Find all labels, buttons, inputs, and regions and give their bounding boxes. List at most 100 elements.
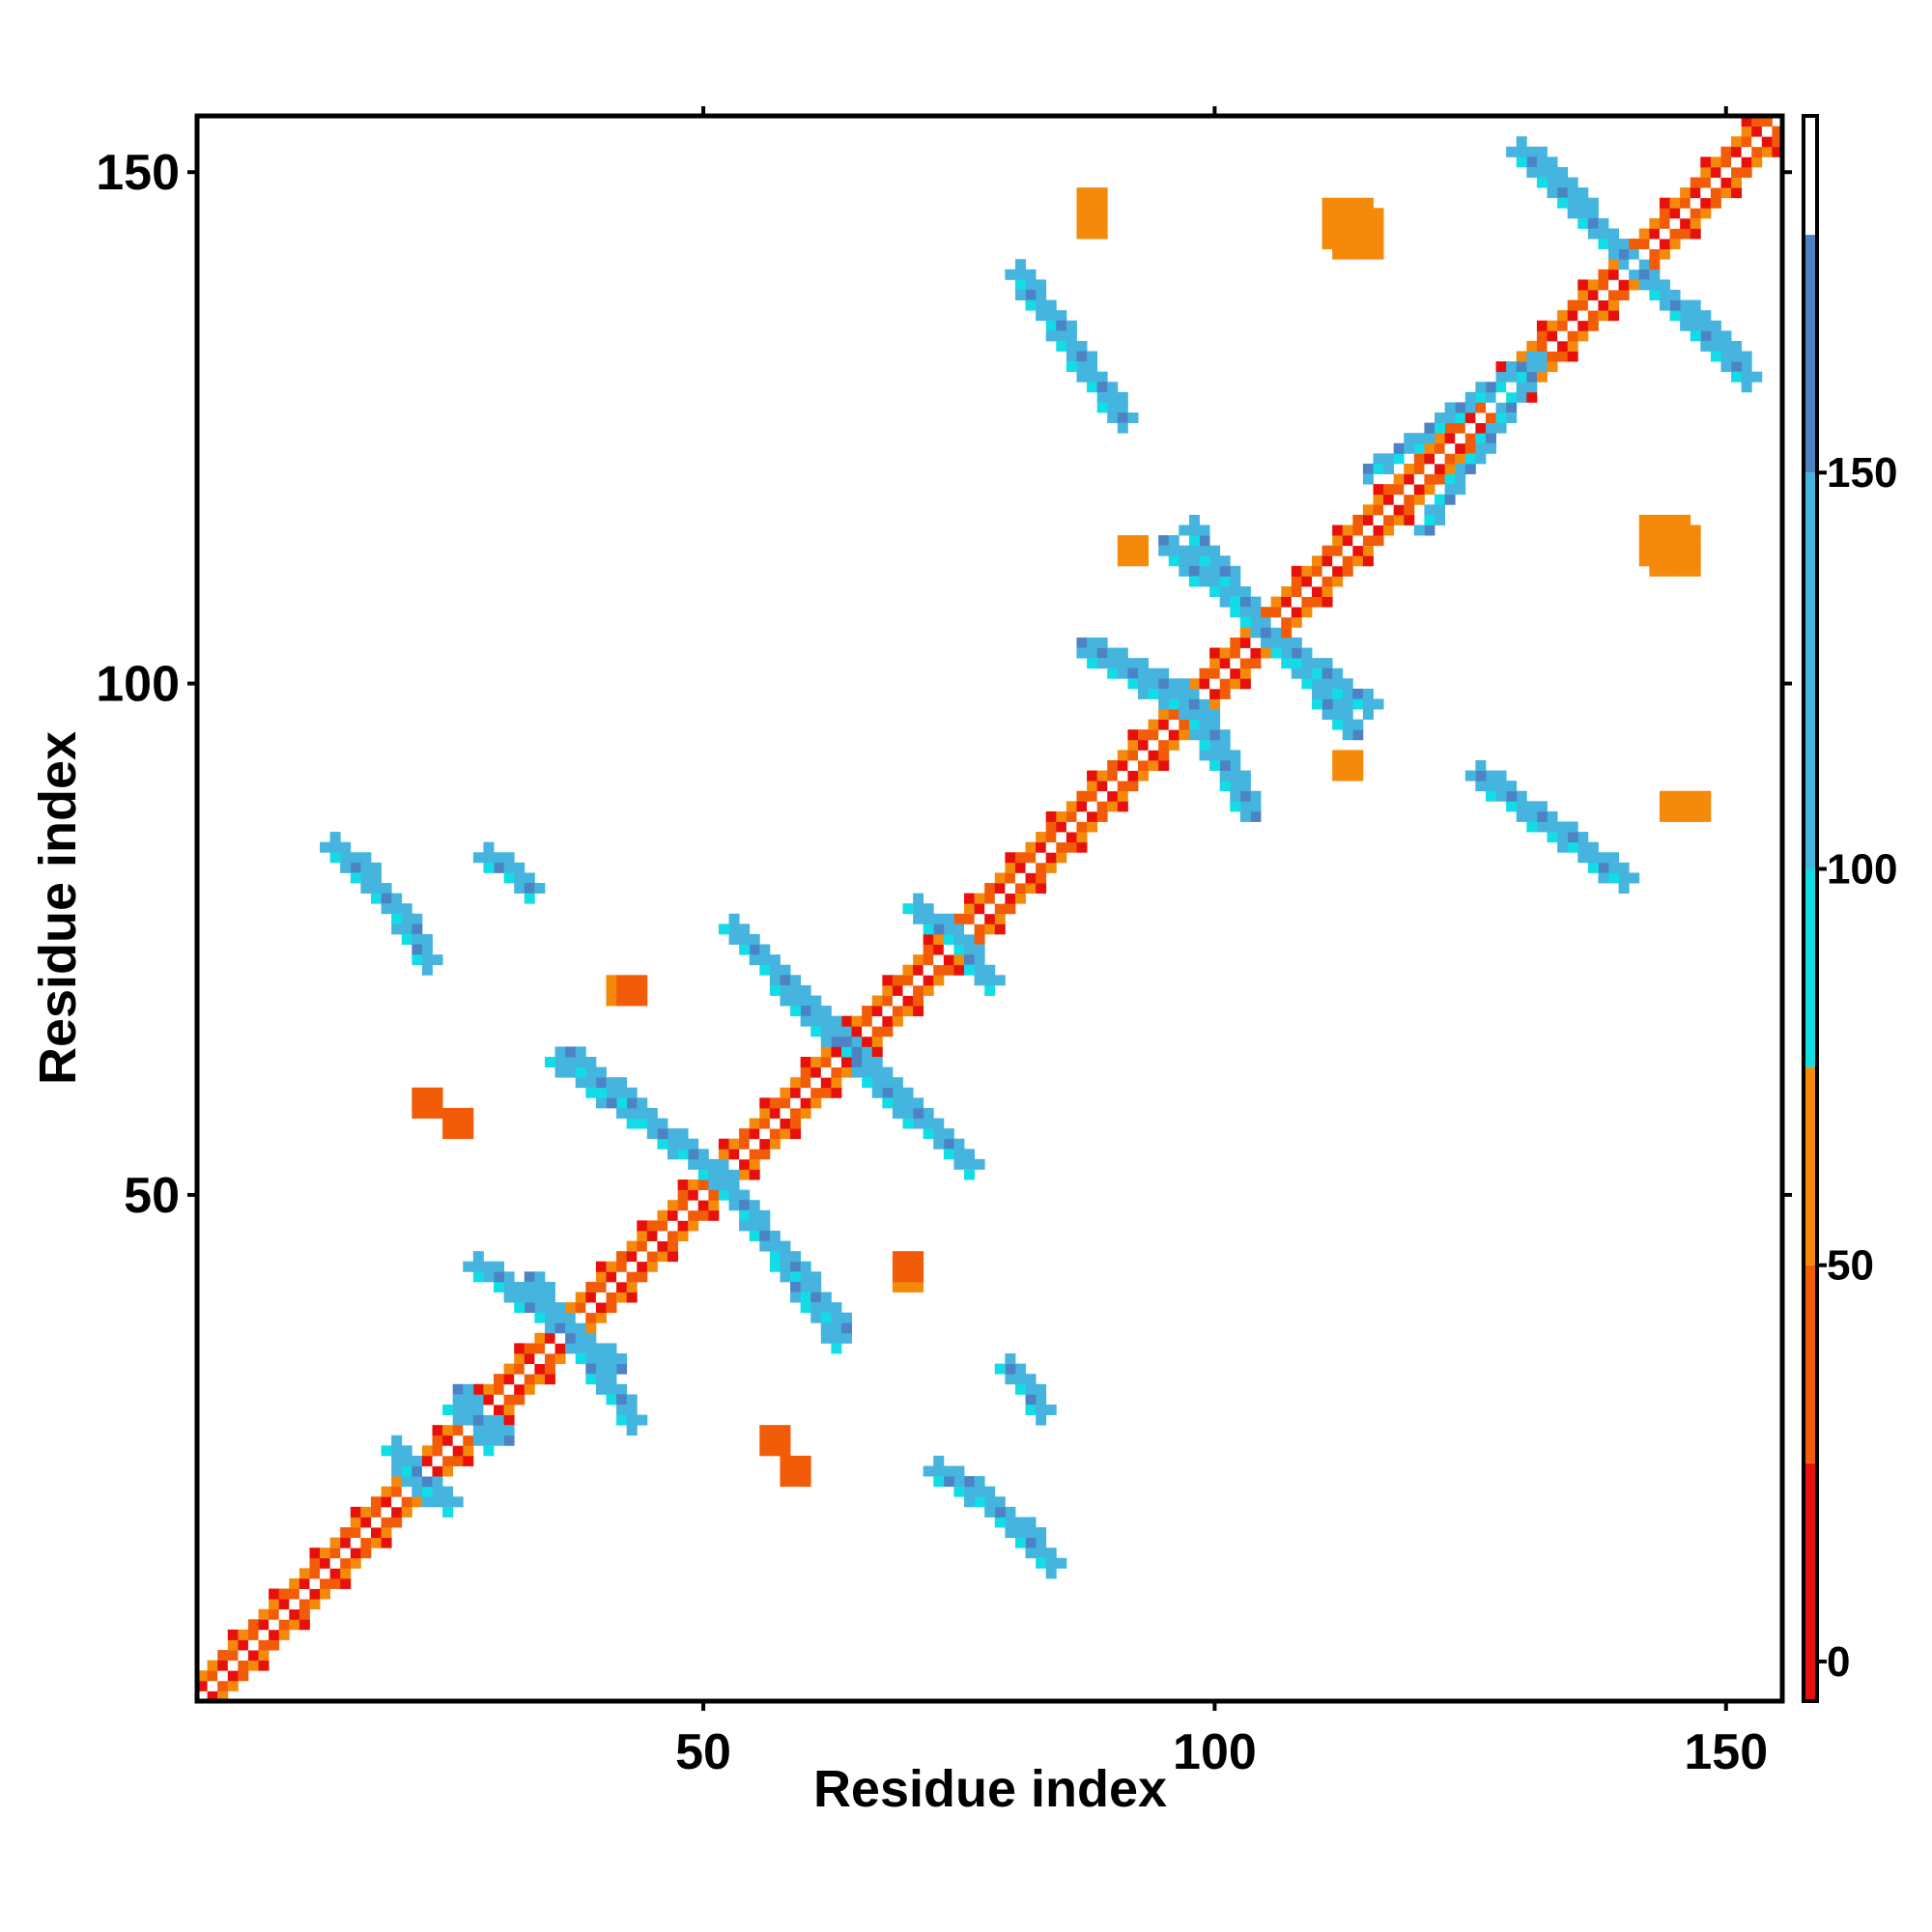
heatmap-cell (953, 964, 965, 976)
heatmap-cell (933, 1455, 945, 1466)
heatmap-cell (1404, 504, 1415, 516)
heatmap-cell (1587, 197, 1599, 209)
heatmap-cell (1332, 576, 1344, 587)
heatmap-cell (1669, 565, 1681, 577)
heatmap-cell (708, 1209, 720, 1221)
heatmap-cell (494, 1374, 505, 1385)
heatmap-cell (780, 995, 791, 1007)
heatmap-cell (1659, 197, 1670, 209)
heatmap-cell (697, 1209, 709, 1221)
heatmap-cell (984, 964, 996, 976)
heatmap-cell (1526, 146, 1538, 157)
heatmap-cell (1138, 729, 1149, 741)
heatmap-cell (697, 1200, 709, 1211)
heatmap-cell (340, 841, 352, 853)
heatmap-cell (1332, 678, 1344, 690)
heatmap-cell (739, 944, 751, 955)
y-tick-label: 150 (96, 145, 180, 201)
heatmap-cell (401, 1455, 412, 1466)
heatmap-cell (790, 995, 802, 1007)
heatmap-cell (1731, 351, 1743, 362)
heatmap-cell (1219, 770, 1231, 781)
heatmap-cell (892, 1087, 903, 1098)
heatmap-cell (902, 984, 914, 996)
heatmap-cell (1577, 208, 1589, 219)
heatmap-cell (309, 1588, 321, 1600)
heatmap-cell (238, 1629, 249, 1640)
heatmap-cell (1485, 402, 1496, 413)
heatmap-cell (831, 1066, 842, 1078)
heatmap-cell (1690, 801, 1701, 812)
heatmap-cell (1464, 453, 1476, 465)
heatmap-cell (1618, 259, 1630, 270)
heatmap-cell (585, 1353, 597, 1365)
heatmap-cell (1649, 514, 1661, 526)
heatmap-cell (1731, 361, 1743, 373)
heatmap-cell (1311, 688, 1322, 699)
heatmap-cell (412, 1097, 423, 1109)
heatmap-cell (840, 1015, 852, 1027)
heatmap-cell (544, 1312, 555, 1323)
heatmap-cell (1065, 810, 1077, 822)
heatmap-cell (421, 1476, 433, 1488)
heatmap-cell (197, 1690, 208, 1702)
heatmap-cell (494, 1394, 505, 1406)
heatmap-cell (1649, 239, 1661, 250)
heatmap-cell (1332, 545, 1344, 556)
heatmap-cell (1076, 647, 1088, 659)
heatmap-cell (1536, 166, 1548, 178)
heatmap-cell (943, 913, 954, 924)
heatmap-cell (1138, 688, 1149, 699)
heatmap-cell (1720, 340, 1732, 352)
heatmap-cell (769, 954, 781, 966)
heatmap-cell (217, 1660, 229, 1671)
heatmap-cell (320, 1548, 331, 1559)
heatmap-cell (964, 964, 976, 976)
heatmap-cell (1261, 616, 1272, 628)
heatmap-cell (1547, 821, 1558, 833)
heatmap-cell (514, 1302, 526, 1314)
heatmap-cell (953, 1486, 965, 1497)
heatmap-cell (728, 1149, 740, 1160)
heatmap-cell (1117, 545, 1128, 556)
heatmap-cell (309, 1577, 321, 1589)
heatmap-cell (595, 1374, 607, 1385)
heatmap-cell (554, 1322, 566, 1334)
heatmap-cell (1485, 412, 1496, 424)
heatmap-cell (1404, 473, 1415, 485)
heatmap-cell (1209, 678, 1221, 690)
heatmap-cell (370, 1527, 382, 1539)
heatmap-cell (494, 852, 505, 864)
heatmap-cell (1005, 852, 1016, 864)
heatmap-cell (309, 1548, 321, 1559)
heatmap-cell (544, 1057, 555, 1067)
heatmap-cell (780, 984, 791, 996)
heatmap-cell (923, 975, 934, 986)
heatmap-cell (1127, 729, 1139, 741)
heatmap-cell (1649, 535, 1661, 547)
heatmap-cell (923, 1128, 934, 1140)
heatmap-cell (1168, 545, 1179, 556)
heatmap-cell (1199, 698, 1210, 710)
heatmap-cell (442, 1465, 454, 1477)
heatmap-cell (1587, 310, 1599, 322)
heatmap-cell (831, 1343, 842, 1354)
x-tick-label: 150 (1684, 1724, 1768, 1780)
heatmap-cell (646, 1107, 658, 1119)
heatmap-cell (1096, 810, 1108, 822)
heatmap-cell (964, 1169, 976, 1180)
heatmap-cell (1373, 525, 1384, 536)
heatmap-cell (626, 1240, 638, 1252)
heatmap-cell (1179, 525, 1190, 536)
heatmap-cell (688, 1179, 699, 1191)
heatmap-cell (1608, 310, 1620, 322)
heatmap-cell (503, 1363, 515, 1375)
heatmap-cell (442, 1496, 454, 1508)
heatmap-cell (871, 1066, 883, 1078)
heatmap-cell (1475, 382, 1487, 393)
heatmap-cell (1506, 146, 1518, 157)
heatmap-cell (1720, 361, 1732, 373)
heatmap-cell (1557, 821, 1569, 833)
heatmap-cell (1751, 156, 1763, 168)
heatmap-cell (1526, 801, 1538, 812)
